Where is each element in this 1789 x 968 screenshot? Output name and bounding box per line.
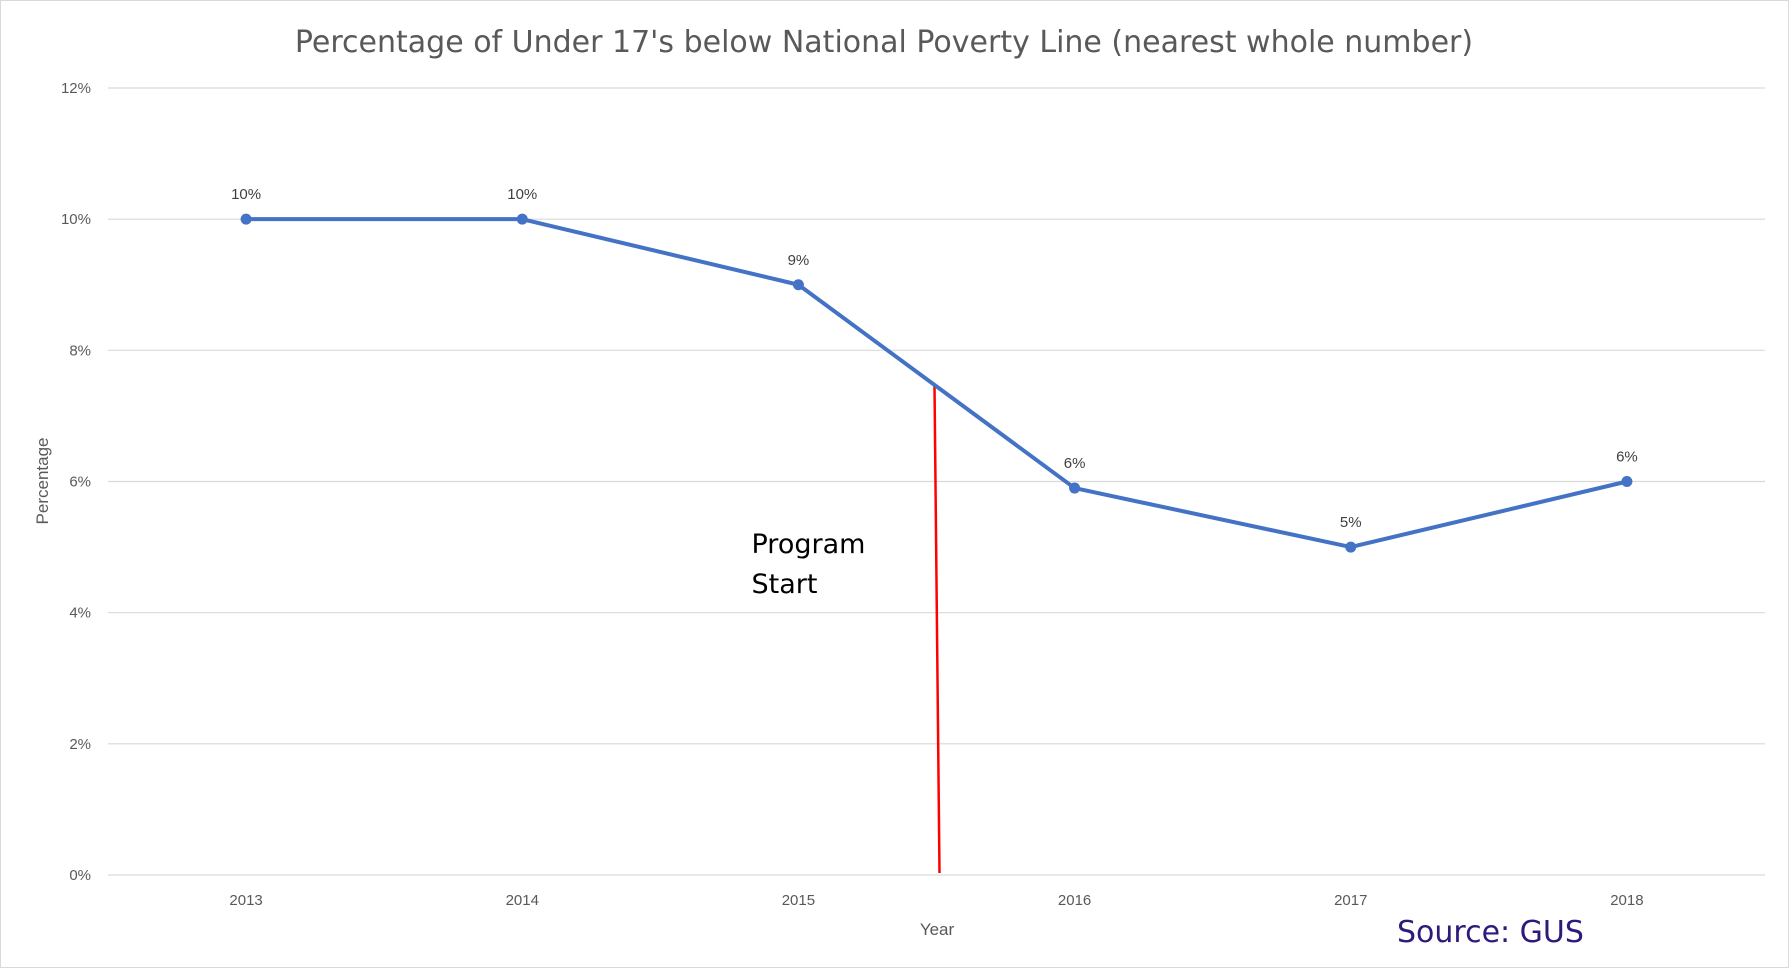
data-point	[516, 213, 528, 225]
x-tick-label: 2017	[1334, 892, 1367, 909]
chart-title: Percentage of Under 17's below National …	[295, 25, 1473, 60]
x-tick-label: 2013	[229, 892, 262, 909]
data-point	[792, 279, 804, 291]
x-axis-title: Year	[920, 920, 955, 939]
y-tick-label: 12%	[61, 80, 91, 97]
data-label: 6%	[1064, 455, 1086, 472]
y-tick-label: 10%	[61, 211, 91, 228]
x-tick-label: 2014	[506, 892, 539, 909]
program-start-line	[933, 386, 941, 874]
y-tick-label: 8%	[69, 342, 91, 359]
data-labels: 10% 10% 9% 6% 5% 6%	[231, 186, 1638, 531]
data-point	[1069, 482, 1081, 494]
x-tick-label: 2016	[1058, 892, 1091, 909]
x-axis-ticks: 2013 2014 2015 2016 2017 2018	[229, 892, 1643, 909]
data-label: 5%	[1340, 514, 1362, 531]
source-note: Source: GUS	[1397, 915, 1584, 950]
data-point	[240, 213, 252, 225]
data-point	[1621, 476, 1633, 487]
y-tick-label: 4%	[69, 605, 91, 622]
data-point	[1345, 541, 1357, 553]
data-label: 10%	[231, 186, 261, 203]
series-line	[240, 213, 1633, 553]
x-tick-label: 2015	[782, 892, 815, 909]
series-line-path	[246, 217, 1628, 550]
annotation-text: Start	[752, 569, 818, 600]
x-tick-label: 2018	[1610, 892, 1643, 909]
y-axis-ticks: 0% 2% 4% 6% 8% 10% 12%	[61, 80, 91, 884]
data-label: 9%	[788, 252, 810, 269]
data-label: 10%	[507, 186, 537, 203]
data-label: 6%	[1616, 449, 1638, 466]
program-start-annotation: Program Start	[752, 386, 941, 874]
y-tick-label: 2%	[69, 736, 91, 753]
y-tick-label: 6%	[69, 474, 91, 491]
y-tick-label: 0%	[69, 867, 91, 884]
annotation-text: Program	[752, 529, 866, 560]
y-axis-title: Percentage	[33, 438, 52, 525]
